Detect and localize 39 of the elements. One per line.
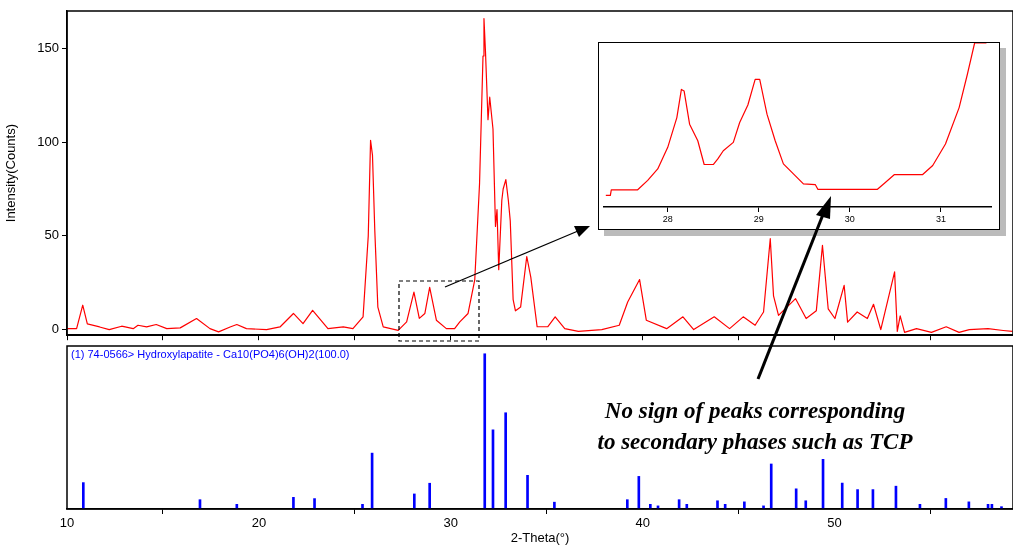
x-tick-label: 20 xyxy=(251,515,267,531)
bar xyxy=(856,489,859,509)
x-axis-title: 2-Theta(°) xyxy=(510,529,570,545)
bar xyxy=(840,482,844,509)
bar xyxy=(412,493,416,509)
bar xyxy=(637,476,641,509)
bar xyxy=(649,504,652,509)
bar xyxy=(235,504,239,509)
bar xyxy=(526,474,529,509)
x-tick-label: 10 xyxy=(59,515,75,531)
bar xyxy=(553,501,556,509)
bar xyxy=(804,500,808,509)
bar xyxy=(361,504,364,509)
bar xyxy=(81,482,85,509)
x-tick-label: 40 xyxy=(635,515,650,531)
x-tick-label: 50 xyxy=(827,515,842,531)
y-axis-title: Intensity(Counts) xyxy=(3,123,19,223)
x-tick-label: 30 xyxy=(844,213,855,224)
x-tick-label: 31 xyxy=(935,213,946,224)
bar xyxy=(685,504,689,509)
bar xyxy=(483,353,487,509)
bar xyxy=(769,463,773,509)
bar xyxy=(625,499,629,509)
bar xyxy=(743,501,746,509)
y-tick-label: 50 xyxy=(44,227,59,243)
annotation: No sign of peaks corresponding to secondary phases such as TCP xyxy=(596,397,914,456)
y-tick-label: 0 xyxy=(51,321,59,337)
y-tick-label: 150 xyxy=(37,40,59,56)
bar xyxy=(723,504,727,509)
x-tick-label: 28 xyxy=(662,213,673,224)
bar xyxy=(428,482,431,509)
y-tick-label: 100 xyxy=(37,133,59,149)
text: (1) 74-0566> Hydroxylapatite - Ca10(PO4)6(OH)2(100.0) xyxy=(71,347,350,360)
x-tick-label: 30 xyxy=(443,515,459,531)
bar xyxy=(504,412,507,509)
bar xyxy=(292,497,295,509)
bar xyxy=(716,500,719,509)
x-tick-label: 29 xyxy=(753,213,764,224)
bar xyxy=(313,498,316,509)
